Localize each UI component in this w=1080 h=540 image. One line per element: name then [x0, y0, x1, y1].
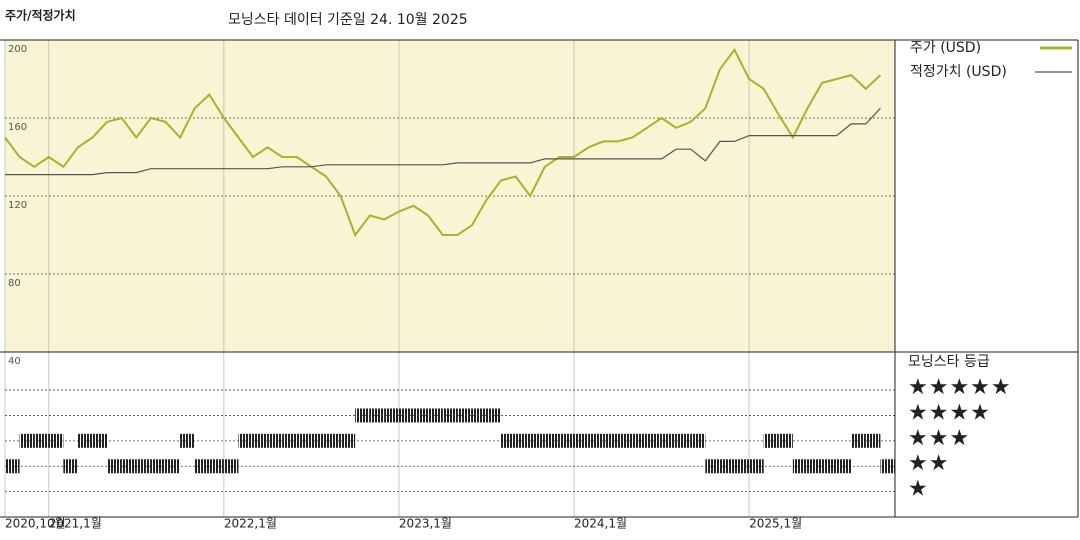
rating-bar [501, 433, 516, 448]
rating-label: ★★ [908, 451, 949, 476]
chart-title: 주가/적정가치 [5, 8, 76, 23]
x-tick-label: 2024,1월 [574, 517, 627, 531]
rating-bar [150, 459, 166, 474]
frame [0, 39, 1079, 518]
rating-bar [77, 433, 93, 448]
rating-bar [457, 408, 472, 423]
rating-bar [676, 433, 691, 448]
rating-bar [398, 408, 414, 423]
rating-bar [121, 459, 137, 474]
rating-bar [311, 433, 326, 448]
rating-bar [136, 459, 151, 474]
rating-bar [107, 459, 122, 474]
legend-label: 주가 (USD) [910, 40, 981, 56]
rating-bar [690, 433, 706, 448]
rating-bar [880, 459, 895, 474]
rating-bar [632, 433, 647, 448]
rating-bar [719, 459, 735, 474]
rating-bar [92, 433, 108, 448]
rating-bar [340, 433, 356, 448]
rating-bar [646, 433, 662, 448]
rating-bar [574, 433, 589, 448]
rating-label: ★★★★ [908, 400, 991, 425]
rating-bar [180, 433, 195, 448]
rating-bar [63, 459, 78, 474]
rating-bar [749, 459, 764, 474]
rating-label: ★★★★★ [908, 375, 1012, 400]
rating-bar [705, 459, 720, 474]
rating-bar [253, 433, 268, 448]
rating-bar [165, 459, 181, 474]
rating-bar [603, 433, 618, 448]
series-line [5, 107, 881, 176]
x-tick-label: 2020,10월 [5, 517, 66, 531]
rating-bar [588, 433, 604, 448]
rating-bar [559, 433, 575, 448]
rating-bar [617, 433, 633, 448]
y-tick-label: 160 [8, 122, 27, 133]
rating-bar [734, 459, 750, 474]
rating-bar [778, 433, 793, 448]
rating-bar [194, 459, 210, 474]
rating-bar [471, 408, 487, 423]
rating-bar [822, 459, 837, 474]
rating-title: 모닝스타 등급 [908, 354, 990, 370]
rating-bar [865, 433, 881, 448]
rating-bar [325, 433, 341, 448]
rating-bar [223, 459, 239, 474]
rating-bar [661, 433, 677, 448]
chart-subtitle: 모닝스타 데이터 기준일 24. 10월 2025 [228, 12, 468, 28]
rating-bar [836, 459, 852, 474]
rating-bar [369, 408, 385, 423]
y-tick-label: 40 [8, 356, 21, 367]
rating-bar [515, 433, 531, 448]
rating-bar [267, 433, 283, 448]
rating-bar [282, 433, 297, 448]
rating-bar [296, 433, 312, 448]
y-tick-label: 120 [8, 200, 27, 211]
rating-bar [428, 408, 443, 423]
x-tick-label: 2025,1월 [749, 517, 802, 531]
rating-bar [763, 433, 779, 448]
x-tick-label: 2023,1월 [399, 517, 452, 531]
rating-label: ★ [908, 477, 929, 502]
rating-bar [384, 408, 399, 423]
rating-bar [442, 408, 458, 423]
rating-bar [34, 433, 49, 448]
rating-bar [851, 433, 866, 448]
rating-bar [19, 433, 35, 448]
rating-bar [238, 433, 254, 448]
rating-bar [413, 408, 429, 423]
legend-label: 적정가치 (USD) [910, 64, 1007, 80]
x-tick-label: 2022,1월 [224, 517, 277, 531]
rating-bar [355, 408, 370, 423]
rating-bar [530, 433, 545, 448]
y-tick-label: 200 [8, 44, 27, 55]
rating-bar [792, 459, 808, 474]
rating-bar [807, 459, 823, 474]
rating-bar [5, 459, 20, 474]
rating-bar [209, 459, 224, 474]
series-line [4, 47, 882, 238]
rating-bar [486, 408, 502, 423]
rating-label: ★★★ [908, 426, 970, 451]
rating-bar [48, 433, 64, 448]
y-tick-label: 80 [8, 278, 21, 289]
rating-bar [544, 433, 560, 448]
x-tick-label: 2021,1월 [49, 517, 102, 531]
